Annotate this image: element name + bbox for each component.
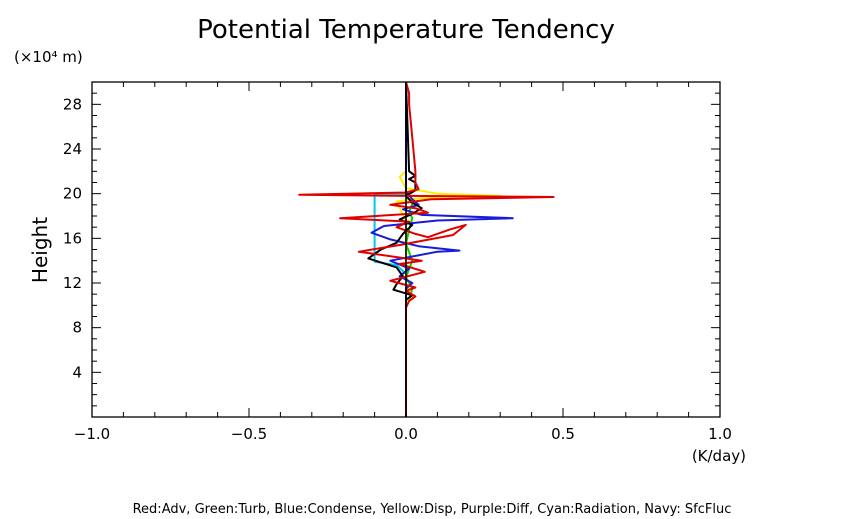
plot-frame (91, 81, 721, 418)
y-tick-label: 4 (72, 363, 82, 381)
x-tick-label: 0.0 (394, 425, 418, 443)
x-axis-unit: (K/day) (692, 447, 746, 465)
series-line-4 (370, 82, 514, 417)
ticks-layer: −1.0 −0.5 0.0 0.5 1.0 4 8 12 16 20 24 28 (63, 82, 732, 443)
y-tick-label: 28 (63, 95, 82, 113)
y-axis-label: Height (28, 217, 52, 283)
series-layer (298, 81, 555, 417)
y-axis-unit: (×10⁴ m) (14, 48, 83, 66)
y-tick-label: 20 (63, 185, 82, 203)
series-line-6 (298, 81, 555, 414)
chart-title: Potential Temperature Tendency (197, 15, 615, 45)
y-tick-label: 8 (72, 319, 82, 337)
y-tick-label: 16 (63, 229, 82, 247)
x-tick-label: −1.0 (74, 425, 110, 443)
x-tick-label: 1.0 (708, 425, 732, 443)
y-tick-label: 12 (63, 274, 82, 292)
x-tick-label: 0.5 (551, 425, 575, 443)
x-tick-label: −0.5 (231, 425, 267, 443)
legend-text: Red:Adv, Green:Turb, Blue:Condense, Yell… (133, 502, 732, 517)
series-line-5 (367, 81, 423, 417)
y-tick-label: 24 (63, 140, 82, 158)
